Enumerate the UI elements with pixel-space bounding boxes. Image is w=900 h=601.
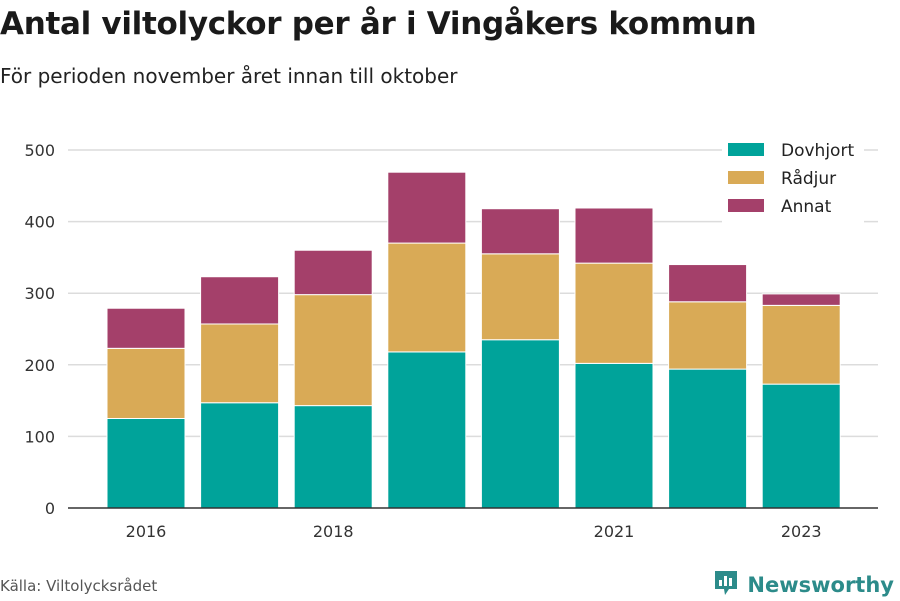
bar-annat-2018 — [293, 249, 373, 296]
bar-rådjur-2021 — [574, 262, 654, 364]
y-tick-label: 400 — [24, 213, 55, 232]
legend-label-annat: Annat — [781, 197, 832, 217]
x-tick-label: 2021 — [594, 522, 635, 541]
legend-swatch-dovhjort — [728, 143, 764, 156]
bar-annat-2021 — [574, 207, 654, 264]
source-note: Källa: Viltolycksrådet — [0, 577, 158, 595]
x-tick-label: 2018 — [313, 522, 354, 541]
bar-dovhjort-2017 — [200, 402, 280, 509]
bar-dovhjort-2016 — [106, 418, 186, 509]
x-tick-label: 2016 — [126, 522, 167, 541]
y-tick-label: 200 — [24, 356, 55, 375]
bar-annat-2022 — [668, 264, 748, 303]
bar-annat-2020 — [480, 208, 560, 255]
y-tick-label: 0 — [45, 499, 55, 518]
bar-dovhjort-2019 — [387, 351, 467, 509]
bar-rådjur-2017 — [200, 323, 280, 404]
bar-annat-2017 — [200, 276, 280, 325]
legend-swatch-annat — [728, 199, 764, 212]
bar-annat-2019 — [387, 171, 467, 244]
bar-rådjur-2023 — [761, 304, 841, 385]
bar-dovhjort-2023 — [761, 383, 841, 509]
brand-name: Newsworthy — [747, 573, 894, 597]
legend-label-dovhjort: Dovhjort — [781, 141, 854, 161]
y-tick-label: 500 — [24, 141, 55, 160]
bar-rådjur-2020 — [480, 253, 560, 341]
legend-label-rådjur: Rådjur — [781, 168, 836, 189]
chart-title: Antal viltolyckor per år i Vingåkers kom… — [0, 6, 757, 42]
bar-annat-2016 — [106, 307, 186, 349]
bar-dovhjort-2021 — [574, 362, 654, 509]
bar-dovhjort-2018 — [293, 405, 373, 509]
bar-rådjur-2016 — [106, 347, 186, 419]
brand-logo: Newsworthy — [713, 569, 894, 601]
legend: Dovhjort Rådjur Annat — [722, 136, 864, 224]
bar-annat-2023 — [761, 293, 841, 306]
x-axis-ticks: 2016 2018 2021 2023 — [126, 522, 822, 541]
bars — [68, 171, 878, 509]
bar-rådjur-2022 — [668, 301, 748, 370]
bar-dovhjort-2020 — [480, 339, 560, 509]
bar-dovhjort-2022 — [668, 368, 748, 509]
x-tick-label: 2023 — [781, 522, 822, 541]
chart-subtitle: För perioden november året innan till ok… — [0, 64, 458, 88]
y-tick-label: 100 — [24, 427, 55, 446]
bar-rådjur-2019 — [387, 242, 467, 353]
y-tick-label: 300 — [24, 284, 55, 303]
bar-rådjur-2018 — [293, 294, 373, 407]
newsworthy-logo-icon — [713, 569, 739, 601]
y-axis-ticks: 0 100 200 300 400 500 — [24, 141, 55, 518]
legend-swatch-rådjur — [728, 171, 764, 184]
